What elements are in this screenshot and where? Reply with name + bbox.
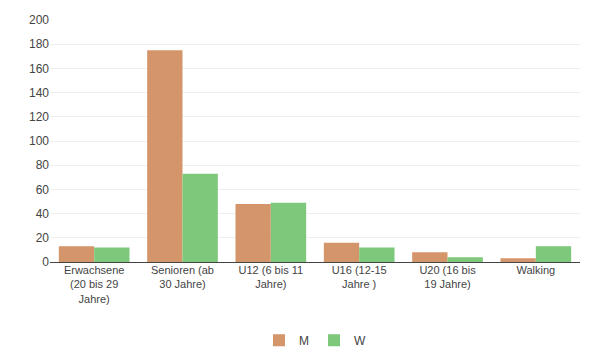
svg-text:60: 60 [36,183,50,197]
svg-text:80: 80 [36,158,50,172]
svg-text:180: 180 [29,37,49,51]
svg-text:120: 120 [29,110,49,124]
svg-text:U20 (16 bis19 Jahre): U20 (16 bis19 Jahre) [419,264,476,290]
svg-text:20: 20 [36,231,50,245]
svg-text:Walking: Walking [516,264,555,276]
svg-text:160: 160 [29,62,49,76]
svg-text:100: 100 [29,134,49,148]
svg-text:W: W [354,334,366,348]
svg-text:M: M [299,334,309,348]
svg-text:200: 200 [29,13,49,27]
svg-text:0: 0 [42,255,49,269]
svg-text:Erwachsene(20 bis 29Jahre): Erwachsene(20 bis 29Jahre) [64,264,125,305]
svg-text:140: 140 [29,86,49,100]
svg-text:40: 40 [36,207,50,221]
svg-text:U16 (12-15Jahre ): U16 (12-15Jahre ) [332,264,387,290]
svg-text:U12 (6 bis 11Jahre): U12 (6 bis 11Jahre) [239,264,304,290]
svg-text:Senioren (ab30 Jahre): Senioren (ab30 Jahre) [151,264,214,290]
